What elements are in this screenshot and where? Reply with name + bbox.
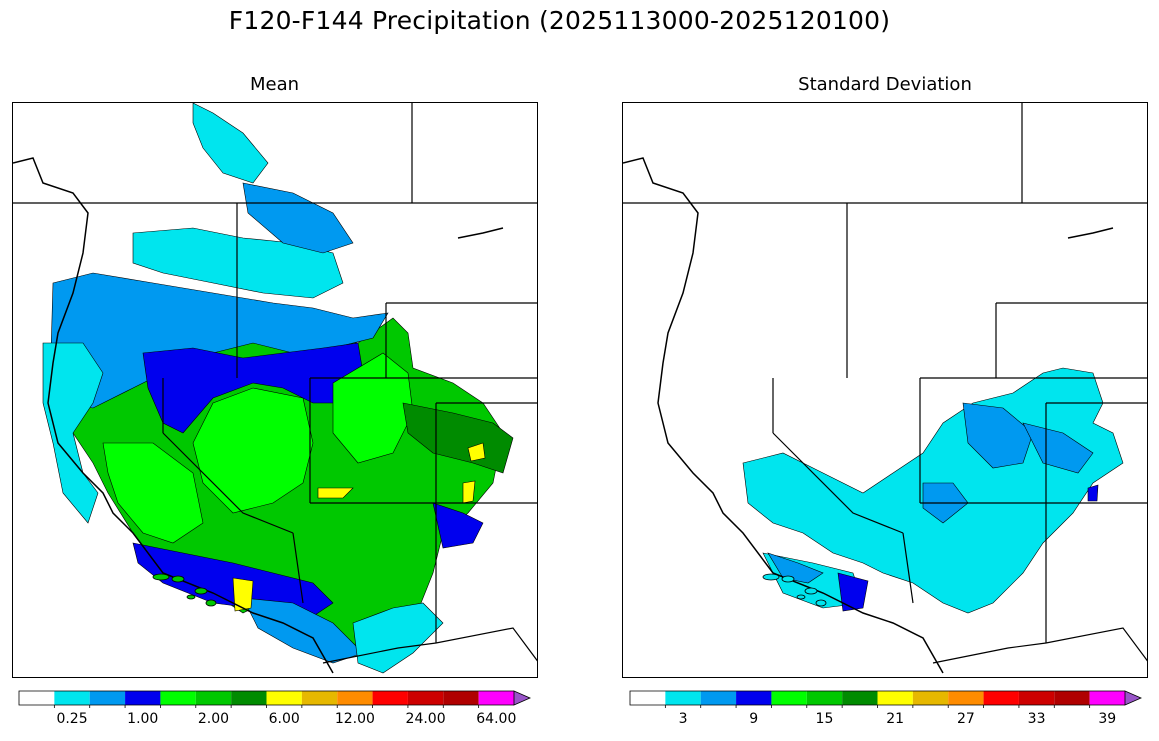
colorbar-segment: [125, 691, 161, 705]
std-colorbar: [629, 690, 1142, 708]
panel-title-mean: Mean: [249, 74, 300, 95]
std-coastline: [623, 157, 1114, 674]
mean-state-borders: [13, 103, 537, 664]
std-deviation-map: [622, 102, 1148, 678]
colorbar-segment: [700, 691, 737, 705]
panel-title-std: Standard Deviation: [798, 74, 972, 95]
colorbar-tick-label: 2.00: [197, 711, 230, 727]
colorbar-segment: [443, 691, 479, 705]
colorbar-tick-label: 39: [1098, 711, 1117, 727]
std-state-borders: [623, 103, 1147, 664]
colorbar-tick-label: 15: [815, 711, 834, 727]
colorbar-segment: [19, 691, 55, 705]
colorbar-segment: [54, 691, 90, 705]
colorbar-tick-label: 21: [886, 711, 905, 727]
colorbar-segment: [372, 691, 408, 705]
colorbar-segment: [195, 691, 232, 705]
std-basin-fills: [742, 367, 1124, 614]
mean-islands: [152, 573, 217, 607]
colorbar-segment: [1054, 691, 1090, 705]
colorbar-segment: [337, 691, 373, 705]
colorbar-tick-label: 64.00: [476, 711, 517, 727]
colorbar-segment: [665, 691, 701, 705]
std-islands: [762, 573, 827, 607]
std-colorbar-svg: [629, 690, 1142, 708]
colorbar-tick-label: 24.00: [405, 711, 446, 727]
colorbar-tick-label: 33: [1027, 711, 1046, 727]
mean-map-svg: [13, 103, 537, 674]
mean-colorbar: [18, 690, 531, 708]
colorbar-segment: [630, 691, 666, 705]
colorbar-segment: [736, 691, 772, 705]
colorbar-segment: [1089, 691, 1125, 705]
colorbar-extend-arrow: [1124, 690, 1142, 706]
colorbar-segment: [842, 691, 878, 705]
colorbar-tick-label: 6.00: [268, 711, 300, 727]
colorbar-tick-label: 27: [956, 711, 975, 727]
mean-basin-fills: [42, 103, 514, 674]
colorbar-tick-label: 1.00: [127, 711, 159, 727]
colorbar-segment: [89, 691, 126, 705]
colorbar-segment: [407, 691, 444, 705]
colorbar-segment: [301, 691, 338, 705]
figure-title: F120-F144 Precipitation (2025113000-2025…: [228, 6, 891, 35]
mean-colorbar-svg: [18, 690, 531, 708]
colorbar-extend-arrow: [513, 690, 531, 706]
colorbar-segment: [266, 691, 302, 705]
colorbar-segment: [806, 691, 843, 705]
colorbar-segment: [948, 691, 984, 705]
colorbar-segment: [771, 691, 807, 705]
colorbar-segment: [877, 691, 913, 705]
colorbar-segment: [160, 691, 196, 705]
colorbar-segment: [912, 691, 949, 705]
colorbar-tick-label: 0.25: [56, 711, 88, 727]
colorbar-segment: [1018, 691, 1055, 705]
std-map-svg: [623, 103, 1147, 674]
colorbar-tick-label: 9: [749, 711, 759, 727]
colorbar-tick-label: 3: [678, 711, 688, 727]
colorbar-segment: [231, 691, 267, 705]
colorbar-tick-label: 12.00: [334, 711, 375, 727]
mean-precipitation-map: [12, 102, 538, 678]
colorbar-segment: [478, 691, 514, 705]
colorbar-segment: [983, 691, 1019, 705]
mean-coastline: [13, 157, 504, 674]
